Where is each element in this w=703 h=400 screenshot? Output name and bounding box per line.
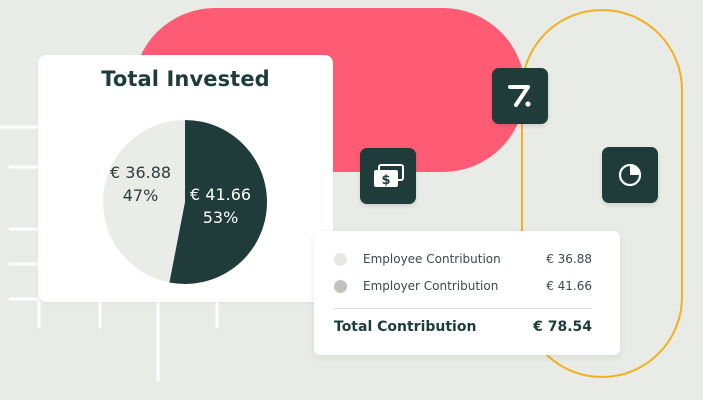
chart-tile[interactable] (602, 147, 658, 203)
contribution-row-employee: Employee Contribution € 36.88 (334, 249, 592, 269)
row-label: Employee Contribution (363, 252, 501, 266)
divider (334, 308, 592, 309)
logo-tile[interactable] (492, 68, 548, 124)
total-value: € 78.54 (533, 319, 592, 335)
contribution-card: Employee Contribution € 36.88 Employer C… (314, 231, 620, 355)
contribution-row-employer: Employer Contribution € 41.66 (334, 276, 592, 296)
pie-slice-1 (169, 120, 267, 284)
row-value: € 36.88 (546, 252, 592, 266)
card-title: Total Invested (101, 67, 270, 91)
money-tile[interactable]: $ (360, 148, 416, 204)
pie-value-label: € 36.88 (110, 163, 172, 182)
legend-dot (334, 252, 347, 266)
z-logo-icon (508, 85, 531, 107)
total-invested-card: Total Invested € 36.88 47% € 41.66 53% (38, 55, 333, 302)
decorative-yellow-outline (521, 9, 683, 378)
pie-chart (103, 120, 267, 284)
legend-dot (334, 279, 347, 293)
pie-label-employer: € 41.66 53% (190, 183, 251, 229)
row-label: Employer Contribution (363, 279, 499, 293)
pie-chart-icon (618, 163, 642, 187)
pie-value-label: € 41.66 (190, 185, 252, 204)
pie-percent-label: 53% (202, 208, 239, 227)
money-bill-icon: $ (374, 164, 404, 188)
pie-slice-0 (103, 120, 185, 283)
pie-percent-label: 47% (122, 186, 159, 205)
total-label: Total Contribution (334, 319, 477, 335)
svg-text:$: $ (381, 173, 390, 188)
pie-label-employee: € 36.88 47% (110, 161, 171, 207)
row-value: € 41.66 (546, 279, 592, 293)
